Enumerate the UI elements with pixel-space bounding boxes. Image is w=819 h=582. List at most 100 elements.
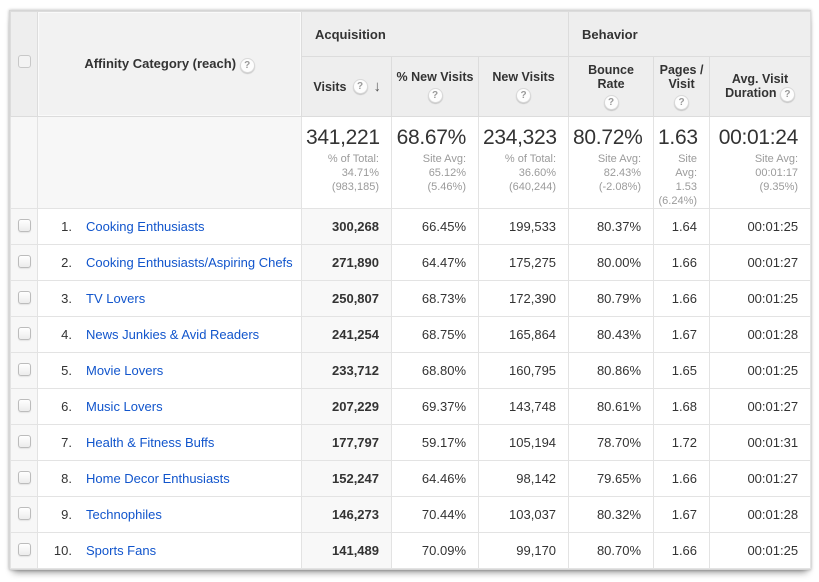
row-checkbox[interactable]: [17, 434, 31, 448]
cell-avg-visit-duration: 00:01:27: [709, 388, 812, 425]
cell-new-visits: 175,275: [477, 244, 570, 281]
category-link[interactable]: Technophiles: [86, 507, 162, 522]
summary-visits: 341,221 % of Total: 34.71% (983,185): [301, 116, 392, 209]
cell-pages-visit: 1.67: [653, 316, 711, 353]
cell-avg-visit-duration: 00:01:27: [709, 460, 812, 497]
row-dimension-cell: 3. TV Lovers: [37, 280, 302, 317]
row-checkbox[interactable]: [17, 326, 31, 340]
column-header-avg-visit-duration[interactable]: Avg. Visit Duration ?: [709, 56, 812, 117]
row-checkbox[interactable]: [17, 398, 31, 412]
cell-bounce-rate: 80.37%: [568, 208, 655, 245]
row-rank: 4.: [61, 327, 72, 342]
cell-bounce-rate: 79.65%: [568, 460, 655, 497]
row-rank: 8.: [61, 471, 72, 486]
row-dimension-cell: 10. Sports Fans: [37, 532, 302, 569]
row-rank: 2.: [61, 255, 72, 270]
category-link[interactable]: News Junkies & Avid Readers: [86, 327, 260, 342]
cell-visits: 177,797: [301, 424, 392, 461]
help-icon[interactable]: ?: [603, 95, 619, 110]
row-rank: 3.: [61, 291, 72, 306]
column-header-bounce-rate[interactable]: Bounce Rate ?: [568, 56, 655, 117]
cell-bounce-rate: 80.86%: [568, 352, 655, 389]
cell-new-visits: 165,864: [477, 316, 570, 353]
table-row: 8. Home Decor Enthusiasts 152,247 64.46% 98,…: [10, 460, 812, 497]
cell-pages-visit: 1.66: [653, 532, 711, 569]
cell-visits: 271,890: [301, 244, 392, 281]
row-checkbox-cell: [10, 496, 38, 533]
row-checkbox[interactable]: [17, 362, 31, 376]
row-dimension-cell: 9. Technophiles: [37, 496, 302, 533]
help-icon[interactable]: ?: [352, 79, 368, 94]
affinity-category-table: Affinity Category (reach) ? Acquisition …: [10, 11, 812, 569]
cell-pct-new-visits: 64.47%: [391, 244, 479, 281]
table-row: 1. Cooking Enthusiasts 300,268 66.45% 199,53…: [10, 208, 812, 245]
cell-new-visits: 99,170: [477, 532, 570, 569]
summary-dimension-cell: [37, 116, 302, 209]
column-header-pages-visit[interactable]: Pages / Visit ?: [653, 56, 711, 117]
category-link[interactable]: TV Lovers: [86, 291, 146, 306]
cell-bounce-rate: 80.61%: [568, 388, 655, 425]
table-row: 5. Movie Lovers 233,712 68.80% 160,795 80.86%…: [10, 352, 812, 389]
dimension-header[interactable]: Affinity Category (reach) ?: [37, 11, 302, 117]
help-icon[interactable]: ?: [516, 88, 532, 103]
cell-new-visits: 105,194: [477, 424, 570, 461]
cell-bounce-rate: 80.00%: [568, 244, 655, 281]
cell-pages-visit: 1.64: [653, 208, 711, 245]
row-dimension-cell: 1. Cooking Enthusiasts: [37, 208, 302, 245]
cell-new-visits: 199,533: [477, 208, 570, 245]
cell-pct-new-visits: 64.46%: [391, 460, 479, 497]
select-all-checkbox[interactable]: [17, 55, 31, 68]
category-link[interactable]: Health & Fitness Buffs: [86, 435, 215, 450]
cell-pages-visit: 1.66: [653, 244, 711, 281]
sort-descending-icon[interactable]: ↓: [373, 78, 382, 95]
category-link[interactable]: Sports Fans: [86, 543, 157, 558]
cell-pages-visit: 1.68: [653, 388, 711, 425]
cell-visits: 250,807: [301, 280, 392, 317]
cell-new-visits: 160,795: [477, 352, 570, 389]
group-header-behavior: Behavior: [568, 11, 812, 57]
row-checkbox[interactable]: [17, 218, 31, 232]
cell-bounce-rate: 80.43%: [568, 316, 655, 353]
cell-new-visits: 143,748: [477, 388, 570, 425]
table-row: 2. Cooking Enthusiasts/Aspiring Chefs 271,…: [10, 244, 812, 281]
row-checkbox[interactable]: [17, 254, 31, 268]
summary-bounce-rate: 80.72% Site Avg: 82.43% (-2.08%): [568, 116, 655, 209]
column-header-new-visits[interactable]: New Visits ?: [477, 56, 570, 117]
summary-pct-new-visits: 68.67% Site Avg: 65.12% (5.46%): [391, 116, 479, 209]
row-checkbox[interactable]: [17, 290, 31, 304]
row-checkbox[interactable]: [17, 470, 31, 484]
help-icon[interactable]: ?: [674, 95, 690, 110]
summary-row: 341,221 % of Total: 34.71% (983,185) 68.67…: [10, 116, 812, 209]
category-link[interactable]: Cooking Enthusiasts: [86, 219, 205, 234]
table-row: 4. News Junkies & Avid Readers 241,254 68.7…: [10, 316, 812, 353]
table-row: 10. Sports Fans 141,489 70.09% 99,170 80.70% 1…: [10, 532, 812, 569]
table-row: 9. Technophiles 146,273 70.44% 103,037 80.32%…: [10, 496, 812, 533]
row-checkbox[interactable]: [17, 542, 31, 556]
row-checkbox-cell: [10, 208, 38, 245]
row-dimension-cell: 4. News Junkies & Avid Readers: [37, 316, 302, 353]
dimension-header-label: Affinity Category (reach): [84, 55, 237, 71]
row-checkbox[interactable]: [17, 506, 31, 520]
cell-avg-visit-duration: 00:01:25: [709, 280, 812, 317]
category-link[interactable]: Music Lovers: [86, 399, 163, 414]
cell-pages-visit: 1.66: [653, 280, 711, 317]
table-body: 1. Cooking Enthusiasts 300,268 66.45% 199,53…: [10, 208, 812, 569]
cell-visits: 146,273: [301, 496, 392, 533]
category-link[interactable]: Movie Lovers: [86, 363, 164, 378]
category-link[interactable]: Cooking Enthusiasts/Aspiring Chefs: [86, 255, 293, 270]
row-dimension-cell: 2. Cooking Enthusiasts/Aspiring Chefs: [37, 244, 302, 281]
cell-avg-visit-duration: 00:01:28: [709, 316, 812, 353]
cell-new-visits: 103,037: [477, 496, 570, 533]
column-header-pct-new-visits[interactable]: % New Visits ?: [391, 56, 479, 117]
row-dimension-cell: 8. Home Decor Enthusiasts: [37, 460, 302, 497]
help-icon[interactable]: ?: [779, 86, 795, 102]
help-icon[interactable]: ?: [239, 57, 255, 73]
help-icon[interactable]: ?: [427, 88, 443, 103]
cell-pages-visit: 1.66: [653, 460, 711, 497]
category-link[interactable]: Home Decor Enthusiasts: [86, 471, 230, 486]
cell-pct-new-visits: 68.75%: [391, 316, 479, 353]
row-rank: 7.: [61, 435, 72, 450]
cell-pages-visit: 1.72: [653, 424, 711, 461]
column-header-visits[interactable]: Visits ? ↓: [301, 56, 392, 117]
cell-visits: 241,254: [301, 316, 392, 353]
